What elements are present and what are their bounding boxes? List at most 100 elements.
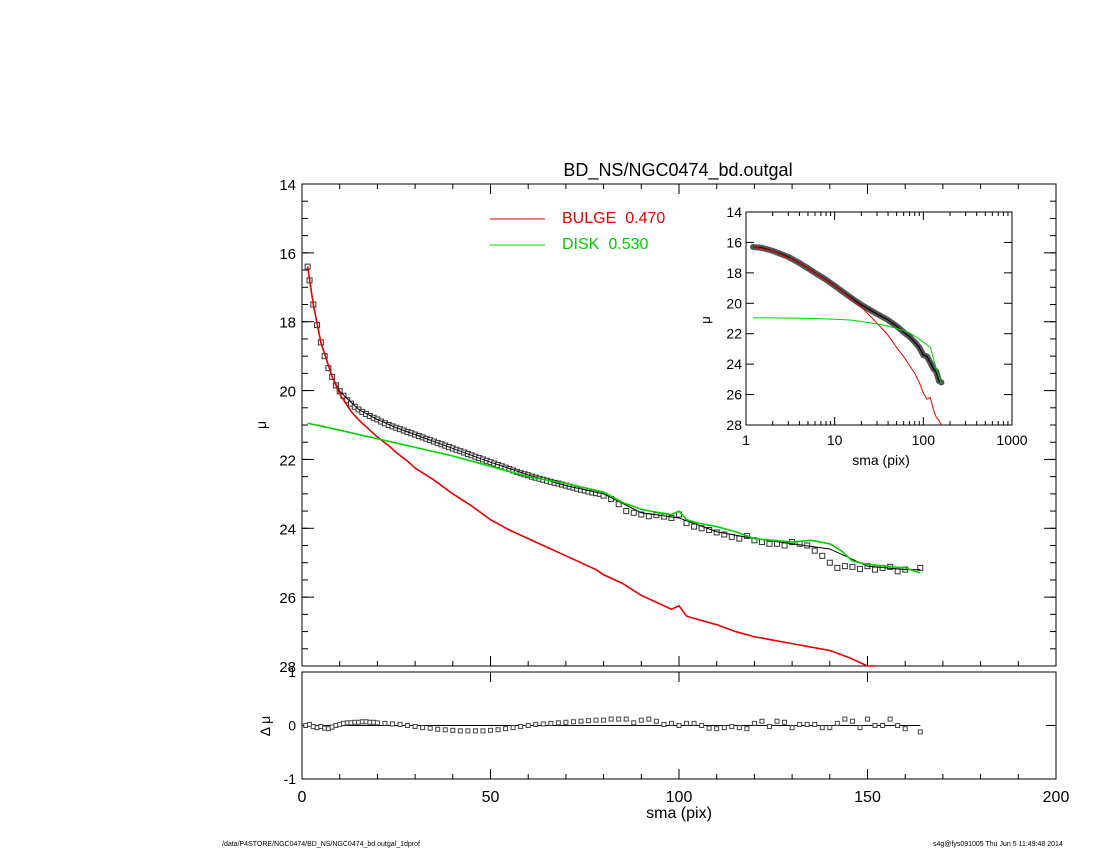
main-y-tick-label: 14 [279, 177, 296, 194]
data-point [834, 564, 841, 571]
main-y-tick-label: 16 [279, 246, 296, 263]
main-y-tick-label: 22 [279, 452, 296, 469]
residual-point [706, 725, 712, 731]
residual-point [699, 723, 705, 728]
legend-disk-name: DISK [562, 236, 600, 253]
residual-point [638, 717, 644, 723]
residual-point [488, 727, 493, 733]
residual-point [812, 721, 818, 727]
residual-point [608, 716, 614, 722]
data-point [826, 559, 833, 566]
data-point [841, 563, 848, 570]
residual-point [405, 723, 411, 728]
residual-point [420, 725, 426, 731]
residual-point [872, 723, 878, 728]
residual-point [623, 716, 629, 722]
inset-x-axis-label: sma (pix) [852, 452, 910, 468]
data-point [668, 514, 675, 521]
inset-y-tick-label: 24 [726, 356, 742, 372]
main-y-axis-label: μ [253, 421, 269, 429]
residual-point [631, 720, 637, 726]
data-point [856, 565, 863, 572]
residual-point [880, 723, 886, 728]
residual-y-tick-label: 1 [288, 664, 296, 680]
residual-point [465, 728, 471, 734]
data-point [917, 564, 924, 571]
residual-point [533, 721, 539, 727]
residual-point [714, 726, 720, 732]
residual-x-tick-label: 150 [854, 789, 881, 806]
residual-point [586, 718, 592, 724]
data-point [819, 552, 826, 559]
inset-y-tick-label: 28 [726, 417, 742, 433]
main-axis-ticks: 14 16 18 20 22 24 26 28 [279, 177, 1057, 676]
bulge-line [306, 266, 876, 667]
residual-point [895, 723, 901, 728]
residual-point [917, 729, 923, 735]
residual-point [601, 717, 607, 723]
residual-point [751, 720, 757, 726]
residual-point [827, 725, 833, 731]
residual-point [684, 720, 690, 726]
inset-series-group [750, 243, 945, 426]
main-y-tick-label: 24 [279, 521, 296, 538]
legend-bulge-label: BULGE 0.470 [562, 210, 665, 227]
residual-point [457, 728, 463, 734]
residual-point [842, 716, 848, 722]
residual-point [789, 725, 795, 731]
residual-point [450, 727, 456, 733]
residual-point [804, 721, 810, 727]
residual-x-tick-label: 0 [298, 789, 307, 806]
residual-series-group [303, 716, 923, 735]
main-y-tick-label: 26 [279, 590, 296, 607]
main-y-tick-label: 18 [279, 315, 296, 332]
residual-point [759, 718, 765, 724]
main-series-group [304, 263, 924, 667]
residual-point [766, 724, 772, 730]
inset-x-tick-label: 1000 [996, 432, 1027, 448]
inset-y-tick-label: 20 [726, 295, 742, 311]
residual-point [412, 724, 418, 730]
residual-point [548, 720, 554, 726]
residual-axis-ticks: 0 50 100 150 200-101 [284, 664, 1070, 806]
residual-point [834, 720, 840, 726]
data-point [721, 531, 728, 538]
main-profile-panel: 14 16 18 20 22 24 26 28 μ BULGE 0.470 DISK 0.530 [253, 177, 1057, 676]
data-point [623, 508, 630, 515]
disk-line [307, 422, 921, 574]
legend-disk-label: DISK 0.530 [562, 236, 648, 253]
residual-point [887, 716, 893, 722]
inset-y-tick-label: 22 [726, 326, 742, 342]
data-point [872, 566, 879, 573]
residual-point [653, 718, 659, 724]
residual-point [646, 716, 652, 722]
inset-x-tick-label: 10 [827, 432, 843, 448]
residual-y-tick-label: 0 [288, 718, 296, 734]
data-point [344, 397, 351, 404]
residual-point [435, 726, 441, 732]
residual-point [397, 721, 403, 727]
residual-point [389, 721, 395, 727]
residual-panel: 0 50 100 150 200-101 Δ μ sma (pix) [257, 664, 1069, 822]
inset-y-tick-label: 16 [726, 234, 742, 250]
inset-x-tick-label: 100 [912, 432, 936, 448]
legend-disk-value: 0.530 [608, 236, 648, 253]
chart-title: BD_NS/NGC0474_bd.outgal [563, 160, 792, 181]
residual-point [865, 716, 870, 722]
data-point [849, 563, 856, 570]
residual-point [857, 725, 863, 731]
inset-bulge-line [752, 246, 942, 426]
footer-file-path: /data/P4STORE/NGC0474/BD_NS/NGC0474_bd.o… [222, 841, 420, 848]
residual-point [374, 720, 380, 726]
residual-point [472, 728, 478, 734]
residual-point [495, 727, 501, 733]
residual-point [555, 720, 561, 726]
residual-point [691, 720, 697, 726]
legend-bulge-name: BULGE [562, 210, 616, 227]
residual-x-tick-label: 200 [1043, 789, 1070, 806]
data-point [630, 509, 637, 516]
residual-point [721, 725, 727, 731]
residual-point [480, 728, 486, 734]
inset-y-tick-label: 18 [726, 265, 742, 281]
